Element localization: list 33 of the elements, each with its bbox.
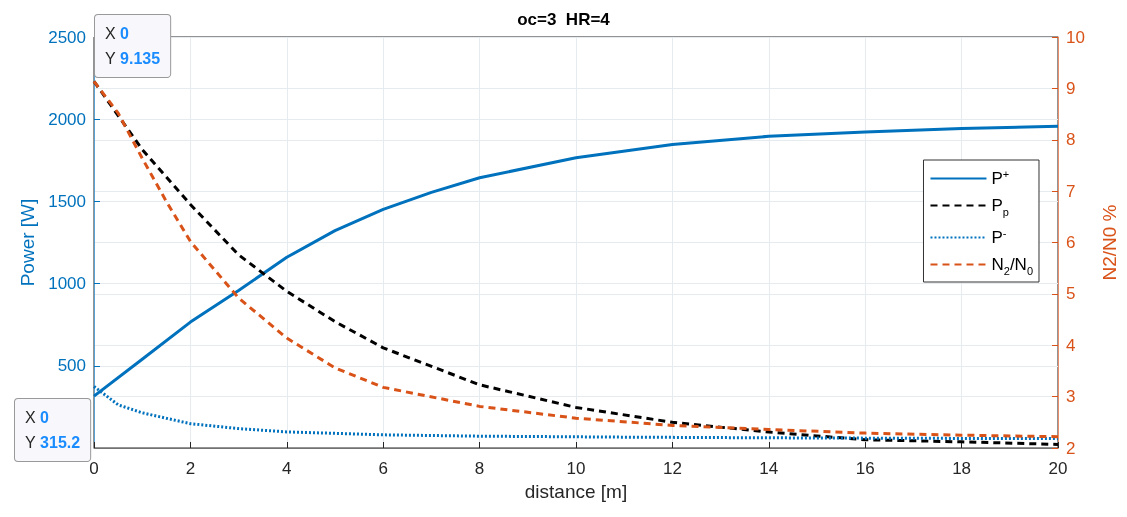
x-tick-label: 2 xyxy=(185,459,196,478)
legend-label: P- xyxy=(991,226,1007,247)
y2-tick-label: 10 xyxy=(1066,27,1085,47)
y2-tick-label: 4 xyxy=(1066,335,1076,355)
y2-tick-label: 7 xyxy=(1066,181,1076,201)
x-tick-label: 12 xyxy=(662,459,682,478)
x-tick-label: 18 xyxy=(952,459,972,478)
y-axis-title: Power [W] xyxy=(17,198,39,287)
y-tick-label: 2500 xyxy=(48,27,86,47)
y2-tick-label: 6 xyxy=(1066,233,1076,252)
x-tick-label: 8 xyxy=(474,459,485,478)
annotation: X 0 Y 9.135 xyxy=(105,25,161,67)
y2-tick-label: 9 xyxy=(1066,78,1076,98)
text: X 0 Y 315.2 xyxy=(25,409,81,451)
x-tick-label: 10 xyxy=(566,459,586,478)
legend-label: P+ xyxy=(991,167,1010,188)
y2-tick-label: 2 xyxy=(1066,438,1076,458)
y2-tick-label: 5 xyxy=(1066,284,1076,304)
chart-title: oc=3 HR=4 xyxy=(517,10,611,29)
y2-tick-label: 3 xyxy=(1066,387,1076,407)
y2-tick-label: 8 xyxy=(1066,130,1076,150)
y-tick-label: 1000 xyxy=(48,274,86,294)
y-tick-label: 1500 xyxy=(48,191,86,211)
x-tick-label: 4 xyxy=(282,459,292,478)
y2-axis-title: N2/N0 % xyxy=(1099,204,1120,281)
x-tick-label: 14 xyxy=(759,459,779,478)
y-tick-label: 500 xyxy=(57,356,86,376)
x-tick-label: 0 xyxy=(89,459,99,478)
y-tick-label: 2000 xyxy=(48,109,86,129)
x-tick-label: 6 xyxy=(378,459,388,478)
x-axis-title: distance [m] xyxy=(524,481,628,502)
x-tick-label: 20 xyxy=(1048,459,1068,478)
x-tick-label: 16 xyxy=(855,459,875,478)
